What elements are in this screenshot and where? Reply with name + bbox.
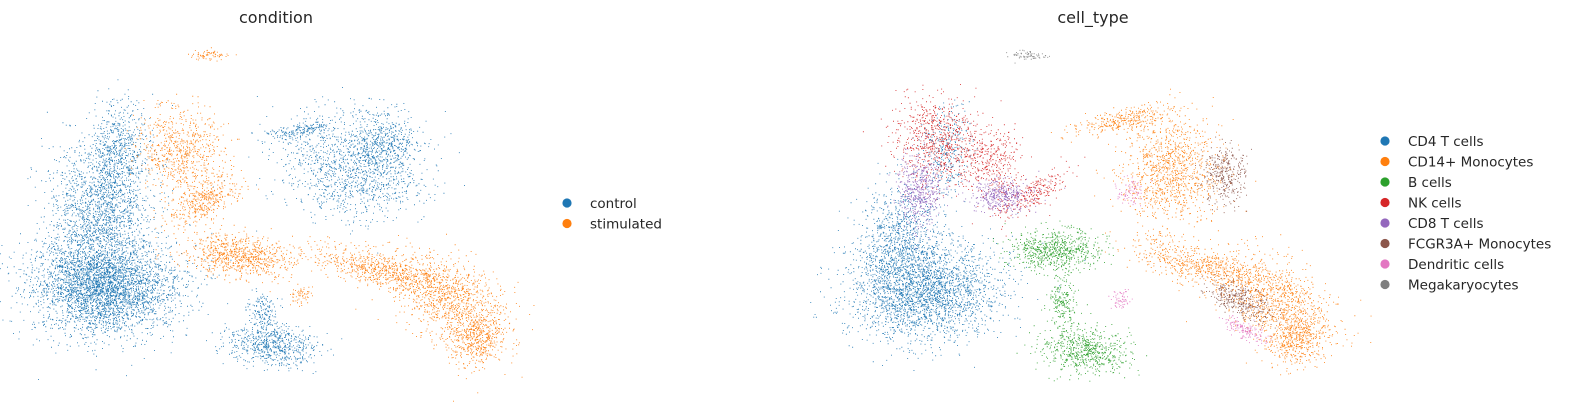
- legend-label: FCGR3A+ Monocytes: [1408, 237, 1551, 253]
- legend-label: control: [590, 196, 637, 212]
- scatter-series-points: [124, 47, 535, 402]
- scatter-series-points: [0, 79, 465, 380]
- legend-label: B cells: [1408, 175, 1452, 191]
- scatter-series-points: [1050, 88, 1372, 376]
- legend-marker: [1380, 218, 1390, 228]
- condition-title: condition: [239, 8, 313, 27]
- legend-marker: [1380, 238, 1390, 249]
- legend-label: CD8 T cells: [1408, 216, 1484, 232]
- legend-label: Megakaryocytes: [1408, 278, 1519, 294]
- legend-label: NK cells: [1408, 196, 1462, 212]
- condition-panel: condition control stimulated: [0, 8, 662, 402]
- cell-type-scatter-points: [810, 49, 1372, 382]
- condition-legend: control stimulated: [562, 196, 662, 233]
- cell-type-title: cell_type: [1057, 8, 1128, 28]
- legend-marker: [1380, 279, 1390, 290]
- scatter-series-points: [810, 99, 1086, 371]
- scatter-series-points: [887, 135, 1066, 249]
- legend-label: CD14+ Monocytes: [1408, 155, 1533, 171]
- legend-marker: [1380, 136, 1390, 146]
- legend-marker: [562, 218, 572, 229]
- scatter-series-points: [1006, 49, 1050, 64]
- legend-marker: [1380, 197, 1390, 208]
- scatter-series-points: [862, 84, 1086, 237]
- legend-marker: [1380, 156, 1390, 167]
- legend-label: Dendritic cells: [1408, 257, 1504, 273]
- legend-label: stimulated: [590, 217, 662, 233]
- legend-marker: [1380, 177, 1390, 187]
- legend-marker: [1380, 259, 1390, 269]
- cell-type-legend: CD4 T cells CD14+ Monocytes B cells NK cell…: [1380, 134, 1551, 294]
- legend-label: CD4 T cells: [1408, 134, 1484, 150]
- condition-scatter-points: [0, 47, 535, 402]
- scatter-series-points: [992, 220, 1148, 382]
- cell-type-panel: cell_type CD4 T cells CD14+ Monocytes B ce…: [810, 8, 1551, 382]
- legend-marker: [562, 198, 572, 208]
